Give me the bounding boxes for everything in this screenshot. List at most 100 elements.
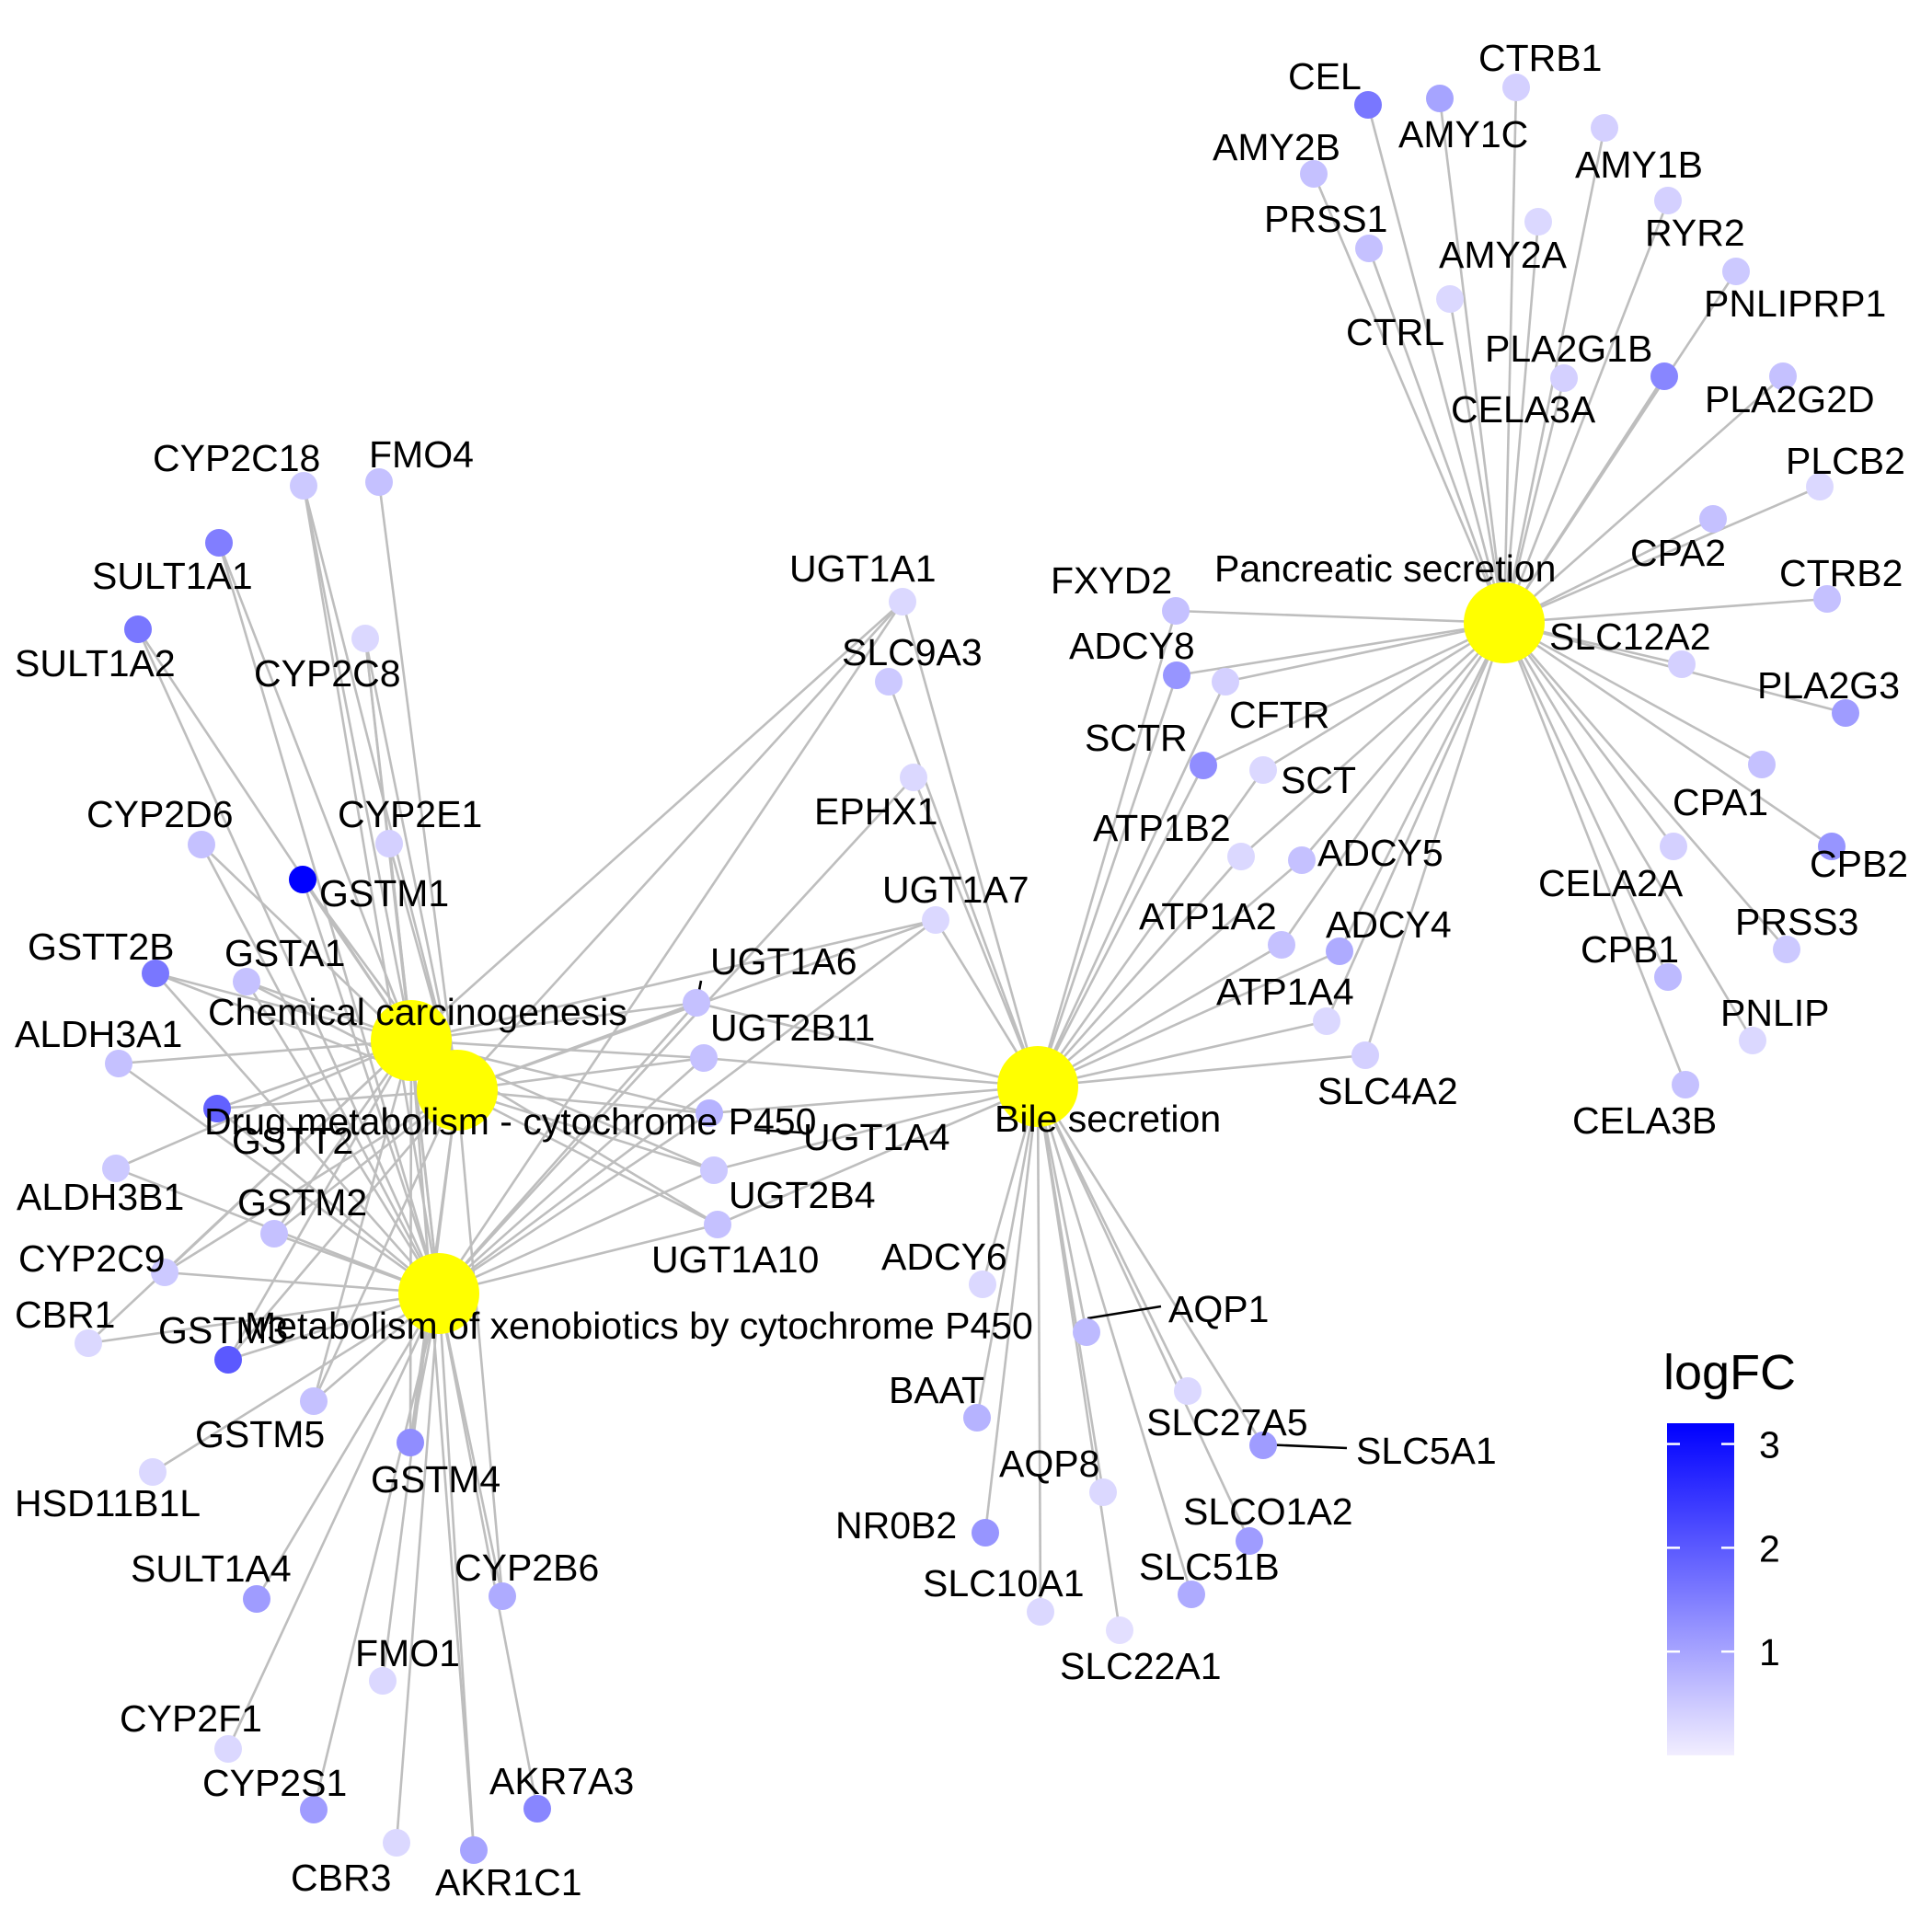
edge-ugt2b4-bs <box>713 1085 1039 1172</box>
gene-label-hsd11b1l: HSD11B1L <box>15 1482 201 1524</box>
gene-label-pla2g2d: PLA2G2D <box>1705 378 1875 420</box>
gene-label-sult1a4: SULT1A4 <box>131 1547 292 1590</box>
edge-ctrl-ps <box>1448 298 1506 624</box>
gene-node-gstm3 <box>214 1346 242 1374</box>
gene-node-cftr <box>1212 668 1239 696</box>
edge-prss3-ps <box>1503 622 1788 950</box>
gene-node-sult1a2 <box>124 615 152 643</box>
gene-node-ugt1a7 <box>922 906 949 934</box>
gene-node-ugt2b4 <box>700 1156 728 1184</box>
edge-fxyd2-bs <box>1036 610 1178 1087</box>
edge-gstm5-cc <box>312 1040 413 1402</box>
gene-label-ctrb2: CTRB2 <box>1779 552 1903 594</box>
edge-gstt2b-cc <box>155 972 412 1042</box>
edge-atp1b2-ps <box>1240 622 1505 857</box>
gene-label-sult1a1: SULT1A1 <box>92 555 253 597</box>
gene-node-cela3a <box>1550 364 1578 392</box>
gene-label-slc12a2: SLC12A2 <box>1549 615 1711 658</box>
edge-cela3a-ps <box>1502 377 1566 624</box>
edge-nr0b2-bs <box>983 1086 1040 1534</box>
gene-node-slc9a3 <box>875 668 903 696</box>
gene-label-pla2g1b: PLA2G1B <box>1485 328 1652 370</box>
edge-ugt1a6-cc <box>410 1001 697 1042</box>
gene-node-fmo1 <box>369 1667 397 1695</box>
edge-ugt1a7-cc <box>410 918 937 1042</box>
gene-label-ugt1a6: UGT1A6 <box>710 940 857 983</box>
edge-ugt2b11-mx <box>438 1057 705 1294</box>
gene-node-slc12a2 <box>1668 650 1696 678</box>
gene-node-gstt2b <box>142 960 169 987</box>
gene-node-cyp2f1 <box>214 1735 242 1763</box>
edge-akr1c1-mx <box>437 1293 476 1851</box>
gene-node-amy1b <box>1591 114 1618 142</box>
gene-label-atp1b2: ATP1B2 <box>1093 807 1231 849</box>
legend-ticks: 1 2 3 <box>1667 1424 1780 1673</box>
gene-label-gstm4: GSTM4 <box>371 1458 500 1501</box>
edge-akr7a3-mx <box>437 1293 539 1810</box>
edge-fmo1-dm <box>381 1089 459 1682</box>
gene-node-cel <box>1354 91 1382 119</box>
edge-aldh3b1-cc <box>115 1039 412 1170</box>
gene-node-ugt1a10 <box>704 1211 731 1238</box>
gene-label-slc51b: SLC51B <box>1139 1546 1280 1588</box>
gene-label-slc9a3: SLC9A3 <box>842 631 983 673</box>
gene-label-slc4a2: SLC4A2 <box>1317 1070 1458 1112</box>
edge-cpa1-ps <box>1503 621 1763 766</box>
pathway-label-layer: Chemical carcinogenesis Drug metabolism -… <box>204 547 1556 1347</box>
pathway-node-metabolism-of-xenobiotics-by-cytochrome-p450 <box>398 1253 479 1334</box>
gene-label-aldh3b1: ALDH3B1 <box>17 1176 184 1218</box>
gene-label-cyp2b6: CYP2B6 <box>454 1547 599 1589</box>
edge-slc51b-bs <box>1036 1086 1193 1595</box>
gene-node-atp1a4 <box>1313 1007 1340 1035</box>
gene-node-gstt2 <box>203 1095 231 1122</box>
gene-label-ugt1a7: UGT1A7 <box>882 868 1029 911</box>
gene-label-akr7a3: AKR7A3 <box>489 1760 634 1802</box>
gene-label-cyp2e1: CYP2E1 <box>338 793 482 835</box>
edge-cyp2c9-dm <box>164 1088 458 1274</box>
gene-label-cela2a: CELA2A <box>1538 862 1684 904</box>
edge-gstm3-cc <box>226 1040 413 1361</box>
gene-label-slco1a2: SLCO1A2 <box>1183 1490 1353 1533</box>
gene-label-aldh3a1: ALDH3A1 <box>15 1013 182 1055</box>
gene-label-ugt2b11: UGT2B11 <box>710 1006 875 1049</box>
edge-adcy5-bs <box>1037 859 1303 1087</box>
edge-amy2b-ps <box>1312 173 1506 624</box>
edge-atp1a4-ps <box>1325 622 1506 1022</box>
edge-cftr-ps <box>1225 621 1505 684</box>
edge-sult1a4-mx <box>255 1293 441 1600</box>
gene-label-pnlip: PNLIP <box>1720 992 1830 1034</box>
gene-label-gstm1: GSTM1 <box>319 872 449 914</box>
gene-node-baat <box>963 1404 991 1432</box>
edge-cpb1-ps <box>1502 622 1670 978</box>
pathway-label-pancreatic-secretion: Pancreatic secretion <box>1214 547 1556 590</box>
gene-label-cyp2c9: CYP2C9 <box>18 1237 166 1280</box>
gene-label-slc5a1: SLC5A1 <box>1356 1430 1497 1472</box>
gene-node-hsd11b1l <box>139 1458 167 1486</box>
gene-label-pnliprp1: PNLIPRP1 <box>1704 282 1886 325</box>
edge-sct-ps <box>1262 621 1505 772</box>
edge-slco1a2-bs <box>1036 1086 1251 1542</box>
gene-label-fmo1: FMO1 <box>355 1632 460 1674</box>
pathway-node-pancreatic-secretion <box>1464 582 1545 663</box>
gene-label-atp1a4: ATP1A4 <box>1216 971 1354 1013</box>
gene-node-ugt1a1 <box>889 588 916 615</box>
gene-node-slc5a1 <box>1249 1432 1277 1459</box>
gene-node-cpb1 <box>1654 963 1682 991</box>
edge-aqp1-bs <box>1036 1086 1088 1333</box>
gene-node-cyp2s1 <box>300 1796 328 1823</box>
edge-cyp2c18-cc <box>302 485 413 1041</box>
gene-label-cyp2c8: CYP2C8 <box>254 652 401 695</box>
gene-label-fmo4: FMO4 <box>369 433 474 476</box>
edge-cyp2c9-mx <box>164 1271 440 1295</box>
edge-slc9a3-bs <box>887 681 1040 1087</box>
gene-node-cpb2 <box>1818 833 1846 860</box>
edge-cftr-bs <box>1036 681 1227 1087</box>
gene-node-fmo4 <box>365 468 393 496</box>
gene-label-slc10a1: SLC10A1 <box>923 1562 1085 1604</box>
gene-label-fxyd2: FXYD2 <box>1051 559 1172 602</box>
edge-adcy8-bs <box>1036 674 1179 1087</box>
edge-atp1a2-ps <box>1280 622 1506 946</box>
gene-node-gstm2 <box>260 1220 288 1248</box>
gene-node-slc22a1 <box>1106 1616 1133 1644</box>
